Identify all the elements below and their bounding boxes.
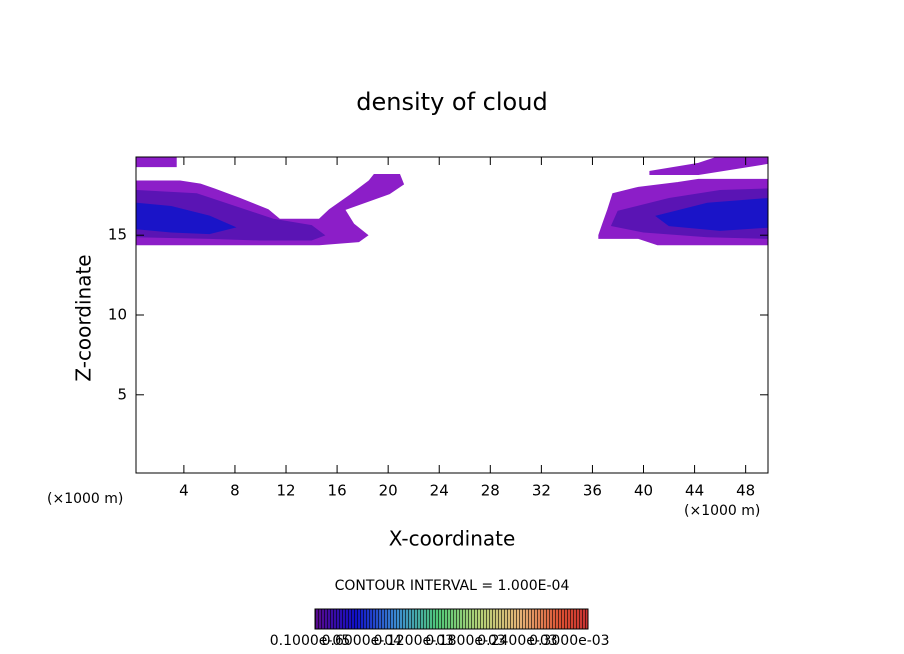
y-tick-label: 15 bbox=[108, 226, 127, 244]
colorbar-label: 0.6000e-04 bbox=[322, 633, 403, 649]
colorbar-label: 0.1800e-03 bbox=[425, 633, 505, 649]
contour-fill bbox=[136, 156, 177, 168]
colorbar-label: 0.3000e-03 bbox=[529, 633, 609, 649]
contour-fill bbox=[136, 202, 237, 235]
x-unit-label: (×1000 m) bbox=[684, 503, 760, 519]
x-axis-label: X-coordinate bbox=[389, 527, 516, 551]
x-tick-label: 48 bbox=[736, 482, 755, 500]
x-tick-label: 24 bbox=[430, 482, 449, 500]
x-tick-label: 12 bbox=[276, 482, 295, 500]
colorbar-frame bbox=[314, 608, 589, 630]
y-axis-label: Z-coordinate bbox=[72, 254, 96, 381]
colorbar-label: 0.1200e-03 bbox=[374, 633, 454, 649]
x-tick-label: 8 bbox=[230, 482, 240, 500]
contour-interval: CONTOUR INTERVAL = 1.000E-04 bbox=[335, 578, 570, 594]
colorbar-stripes bbox=[315, 609, 588, 629]
x-tick-label: 36 bbox=[583, 482, 602, 500]
x-tick-label: 32 bbox=[532, 482, 551, 500]
x-tick-label: 20 bbox=[379, 482, 398, 500]
x-tick-label: 28 bbox=[481, 482, 500, 500]
contour-fill bbox=[649, 156, 769, 176]
x-tick-label: 40 bbox=[634, 482, 653, 500]
colorbar-label: 0.1000e-05 bbox=[270, 633, 350, 649]
y-tick-label: 5 bbox=[117, 385, 127, 403]
x-tick-label: 44 bbox=[685, 482, 704, 500]
colorbar-label: 0.2400e-03 bbox=[477, 633, 557, 649]
x-tick-label: 16 bbox=[328, 482, 347, 500]
x-unit-label: (×1000 m) bbox=[47, 491, 123, 507]
y-tick-label: 10 bbox=[108, 306, 127, 324]
chart-title: density of cloud bbox=[356, 88, 547, 116]
x-tick-label: 4 bbox=[179, 482, 189, 500]
